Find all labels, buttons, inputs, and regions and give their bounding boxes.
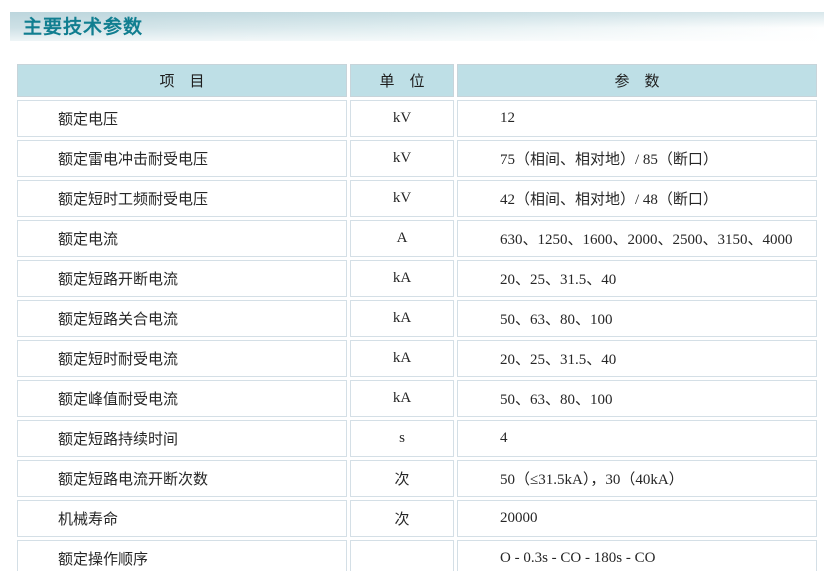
- unit-cell: kV: [350, 100, 454, 137]
- value-cell: 630、1250、1600、2000、2500、3150、4000: [457, 220, 817, 257]
- value-cell: 20000: [457, 500, 817, 537]
- item-cell: 额定雷电冲击耐受电压: [17, 140, 347, 177]
- unit-cell: kA: [350, 260, 454, 297]
- unit-cell: A: [350, 220, 454, 257]
- unit-cell: s: [350, 420, 454, 457]
- table-row: 机械寿命 次 20000: [17, 500, 817, 537]
- table-row: 额定雷电冲击耐受电压 kV 75（相间、相对地）/ 85（断口）: [17, 140, 817, 177]
- table-row: 额定短时工频耐受电压 kV 42（相间、相对地）/ 48（断口）: [17, 180, 817, 217]
- spec-table: 项 目 单 位 参 数 额定电压 kV 12 额定雷电冲击耐受电压 kV 75（…: [14, 61, 820, 571]
- section-title-banner: 主要技术参数: [10, 12, 824, 41]
- value-cell: 42（相间、相对地）/ 48（断口）: [457, 180, 817, 217]
- table-row: 额定电流 A 630、1250、1600、2000、2500、3150、4000: [17, 220, 817, 257]
- value-cell: 12: [457, 100, 817, 137]
- header-row: 项 目 单 位 参 数: [17, 64, 817, 97]
- unit-cell: kV: [350, 140, 454, 177]
- table-row: 额定操作顺序 O - 0.3s - CO - 180s - CO: [17, 540, 817, 571]
- item-cell: 额定短时工频耐受电压: [17, 180, 347, 217]
- unit-cell: kA: [350, 300, 454, 337]
- unit-cell: 次: [350, 500, 454, 537]
- table-row: 额定短路关合电流 kA 50、63、80、100: [17, 300, 817, 337]
- header-unit: 单 位: [350, 64, 454, 97]
- spec-table-body: 额定电压 kV 12 额定雷电冲击耐受电压 kV 75（相间、相对地）/ 85（…: [17, 100, 817, 571]
- item-cell: 额定电压: [17, 100, 347, 137]
- value-cell: 50（≤31.5kA），30（40kA）: [457, 460, 817, 497]
- unit-cell: [350, 540, 454, 571]
- item-cell: 额定峰值耐受电流: [17, 380, 347, 417]
- header-value: 参 数: [457, 64, 817, 97]
- page-title: 主要技术参数: [23, 17, 144, 38]
- value-cell: 4: [457, 420, 817, 457]
- table-row: 额定峰值耐受电流 kA 50、63、80、100: [17, 380, 817, 417]
- value-cell: O - 0.3s - CO - 180s - CO: [457, 540, 817, 571]
- value-cell: 50、63、80、100: [457, 300, 817, 337]
- table-row: 额定短时耐受电流 kA 20、25、31.5、40: [17, 340, 817, 377]
- spec-table-head: 项 目 单 位 参 数: [17, 64, 817, 97]
- item-cell: 额定短时耐受电流: [17, 340, 347, 377]
- item-cell: 机械寿命: [17, 500, 347, 537]
- unit-cell: kA: [350, 340, 454, 377]
- unit-cell: kA: [350, 380, 454, 417]
- item-cell: 额定电流: [17, 220, 347, 257]
- item-cell: 额定操作顺序: [17, 540, 347, 571]
- item-cell: 额定短路电流开断次数: [17, 460, 347, 497]
- header-item: 项 目: [17, 64, 347, 97]
- unit-cell: 次: [350, 460, 454, 497]
- item-cell: 额定短路持续时间: [17, 420, 347, 457]
- value-cell: 50、63、80、100: [457, 380, 817, 417]
- table-row: 额定短路持续时间 s 4: [17, 420, 817, 457]
- unit-cell: kV: [350, 180, 454, 217]
- table-row: 额定电压 kV 12: [17, 100, 817, 137]
- value-cell: 20、25、31.5、40: [457, 260, 817, 297]
- value-cell: 75（相间、相对地）/ 85（断口）: [457, 140, 817, 177]
- item-cell: 额定短路关合电流: [17, 300, 347, 337]
- item-cell: 额定短路开断电流: [17, 260, 347, 297]
- value-cell: 20、25、31.5、40: [457, 340, 817, 377]
- table-row: 额定短路电流开断次数 次 50（≤31.5kA），30（40kA）: [17, 460, 817, 497]
- table-row: 额定短路开断电流 kA 20、25、31.5、40: [17, 260, 817, 297]
